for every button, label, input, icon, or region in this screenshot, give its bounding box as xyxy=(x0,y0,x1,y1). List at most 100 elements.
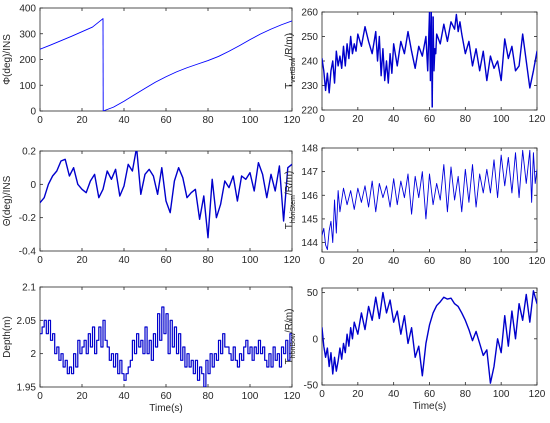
y-tick-label: 1.95 xyxy=(17,383,37,394)
series-line xyxy=(322,12,432,94)
plot-frame xyxy=(321,287,538,386)
x-tick-label: 0 xyxy=(37,115,43,126)
x-tick-label: 20 xyxy=(76,115,88,126)
y-axis-label: ThoriStem/R/m) xyxy=(284,171,297,230)
y-tick-label: -50 xyxy=(304,381,319,392)
y-tick-label: 144 xyxy=(301,238,318,249)
chart-phi-heading: 0 20 40 60 80 100 120 0 100 200 300 400 Φ(deg)/INS xyxy=(2,4,301,127)
y-tick-label: 300 xyxy=(19,29,36,40)
x-tick-label: 120 xyxy=(529,256,546,267)
x-tick-label: 120 xyxy=(284,115,301,126)
y-tick-label: 0 xyxy=(30,107,36,118)
y-tick-label: 260 xyxy=(301,8,318,19)
x-tick-label: 80 xyxy=(202,391,214,402)
series-line xyxy=(40,306,292,387)
x-tick-label: 40 xyxy=(388,114,400,125)
series-line xyxy=(40,151,292,239)
y-tick-label: -0.2 xyxy=(19,213,37,224)
x-tick-label: 120 xyxy=(284,255,301,266)
y-axis-label-unit: /R/m) xyxy=(284,33,295,57)
series-line xyxy=(102,20,292,111)
x-tick-label: 80 xyxy=(460,389,472,400)
x-tick-label: 100 xyxy=(493,114,510,125)
x-tick-label: 120 xyxy=(284,391,301,402)
x-tick-label: 80 xyxy=(202,255,214,266)
y-axis-label-main: T xyxy=(284,223,295,229)
plot-frame xyxy=(39,286,293,388)
y-axis-label: Θ(deg)/INS xyxy=(2,175,13,226)
x-axis-label: Time(s) xyxy=(149,403,183,414)
y-tick-label: 2.05 xyxy=(17,316,37,327)
x-tick-label: 80 xyxy=(460,256,472,267)
y-tick-label: 0.2 xyxy=(22,147,36,158)
y-axis-label-subscript: vertBow xyxy=(290,57,297,83)
x-tick-label: 40 xyxy=(118,391,130,402)
y-axis-label: ThoriBow/R/m) xyxy=(284,309,297,365)
y-tick-label: 400 xyxy=(19,4,36,15)
y-axis-label-main: T xyxy=(284,83,295,89)
y-tick-label: 145 xyxy=(301,214,318,225)
y-axis-label-main: Θ(deg)/INS xyxy=(2,175,13,226)
y-axis-label: TvertBow/R/m) xyxy=(284,33,297,89)
x-tick-label: 60 xyxy=(424,114,436,125)
y-tick-label: 0 xyxy=(30,180,36,191)
y-tick-label: 250 xyxy=(301,32,318,43)
x-tick-label: 100 xyxy=(242,391,259,402)
x-tick-label: 100 xyxy=(242,255,259,266)
y-axis-label-main: T xyxy=(284,358,295,364)
y-axis-label-main: Depth(m) xyxy=(2,316,13,358)
x-tick-label: 0 xyxy=(319,114,325,125)
x-tick-label: 20 xyxy=(76,391,88,402)
y-tick-label: 230 xyxy=(301,81,318,92)
x-tick-label: 100 xyxy=(242,115,259,126)
y-tick-label: 2.1 xyxy=(22,283,36,294)
series-line xyxy=(432,13,537,89)
x-tick-label: 20 xyxy=(352,114,364,125)
y-tick-label: 100 xyxy=(19,81,36,92)
chart-t-horistem: 0 20 40 60 80 100 120144145146147148ThoriStem/… xyxy=(284,144,546,268)
x-tick-label: 0 xyxy=(319,389,325,400)
x-tick-label: 120 xyxy=(529,389,546,400)
x-tick-label: 60 xyxy=(424,389,436,400)
y-axis-label: Depth(m) xyxy=(2,316,13,358)
y-tick-label: 220 xyxy=(301,106,318,117)
y-axis-label-subscript: horiStem xyxy=(290,195,297,223)
chart-theta-pitch: 0 20 40 60 80 100 120 -0.4 -0.2 0 0.2 Θ(deg)/INS xyxy=(2,147,301,267)
x-tick-label: 100 xyxy=(493,389,510,400)
series-line xyxy=(322,149,537,251)
x-tick-label: 100 xyxy=(493,256,510,267)
y-tick-label: 146 xyxy=(301,191,318,202)
x-tick-label: 0 xyxy=(319,256,325,267)
x-tick-label: 0 xyxy=(37,391,43,402)
chart-t-vertbow: 0 20 40 60 80 100 120220230240250260TvertBow/R… xyxy=(284,8,546,126)
x-axis-label: Time(s) xyxy=(413,401,447,412)
x-tick-label: 40 xyxy=(118,255,130,266)
x-tick-label: 20 xyxy=(76,255,88,266)
y-tick-label: 2 xyxy=(30,349,36,360)
x-tick-label: 40 xyxy=(388,389,400,400)
series-wrap-line xyxy=(431,16,434,108)
plot-frame xyxy=(321,147,538,253)
chart-depth: 0 20 40 60 80 100 120 1.95 2 2.05 2.1 Depth(m) Time(… xyxy=(2,283,301,415)
x-tick-label: 80 xyxy=(202,115,214,126)
x-tick-label: 60 xyxy=(160,115,172,126)
x-tick-label: 40 xyxy=(388,256,400,267)
y-axis-label-unit: /R/m) xyxy=(284,171,295,195)
y-tick-label: 50 xyxy=(307,288,319,299)
y-tick-label: 148 xyxy=(301,144,318,155)
plot-frame xyxy=(39,7,293,112)
y-axis-label: Φ(deg)/INS xyxy=(2,34,13,85)
x-tick-label: 80 xyxy=(460,114,472,125)
y-tick-label: 0 xyxy=(312,334,318,345)
x-tick-label: 20 xyxy=(352,389,364,400)
y-tick-label: -0.4 xyxy=(19,247,37,258)
y-tick-label: 200 xyxy=(19,55,36,66)
series-line xyxy=(322,290,537,384)
y-axis-label-unit: /R/m) xyxy=(284,309,295,333)
y-tick-label: 147 xyxy=(301,167,318,178)
x-tick-label: 0 xyxy=(37,255,43,266)
x-tick-label: 20 xyxy=(352,256,364,267)
x-tick-label: 120 xyxy=(529,114,546,125)
x-tick-label: 60 xyxy=(160,255,172,266)
